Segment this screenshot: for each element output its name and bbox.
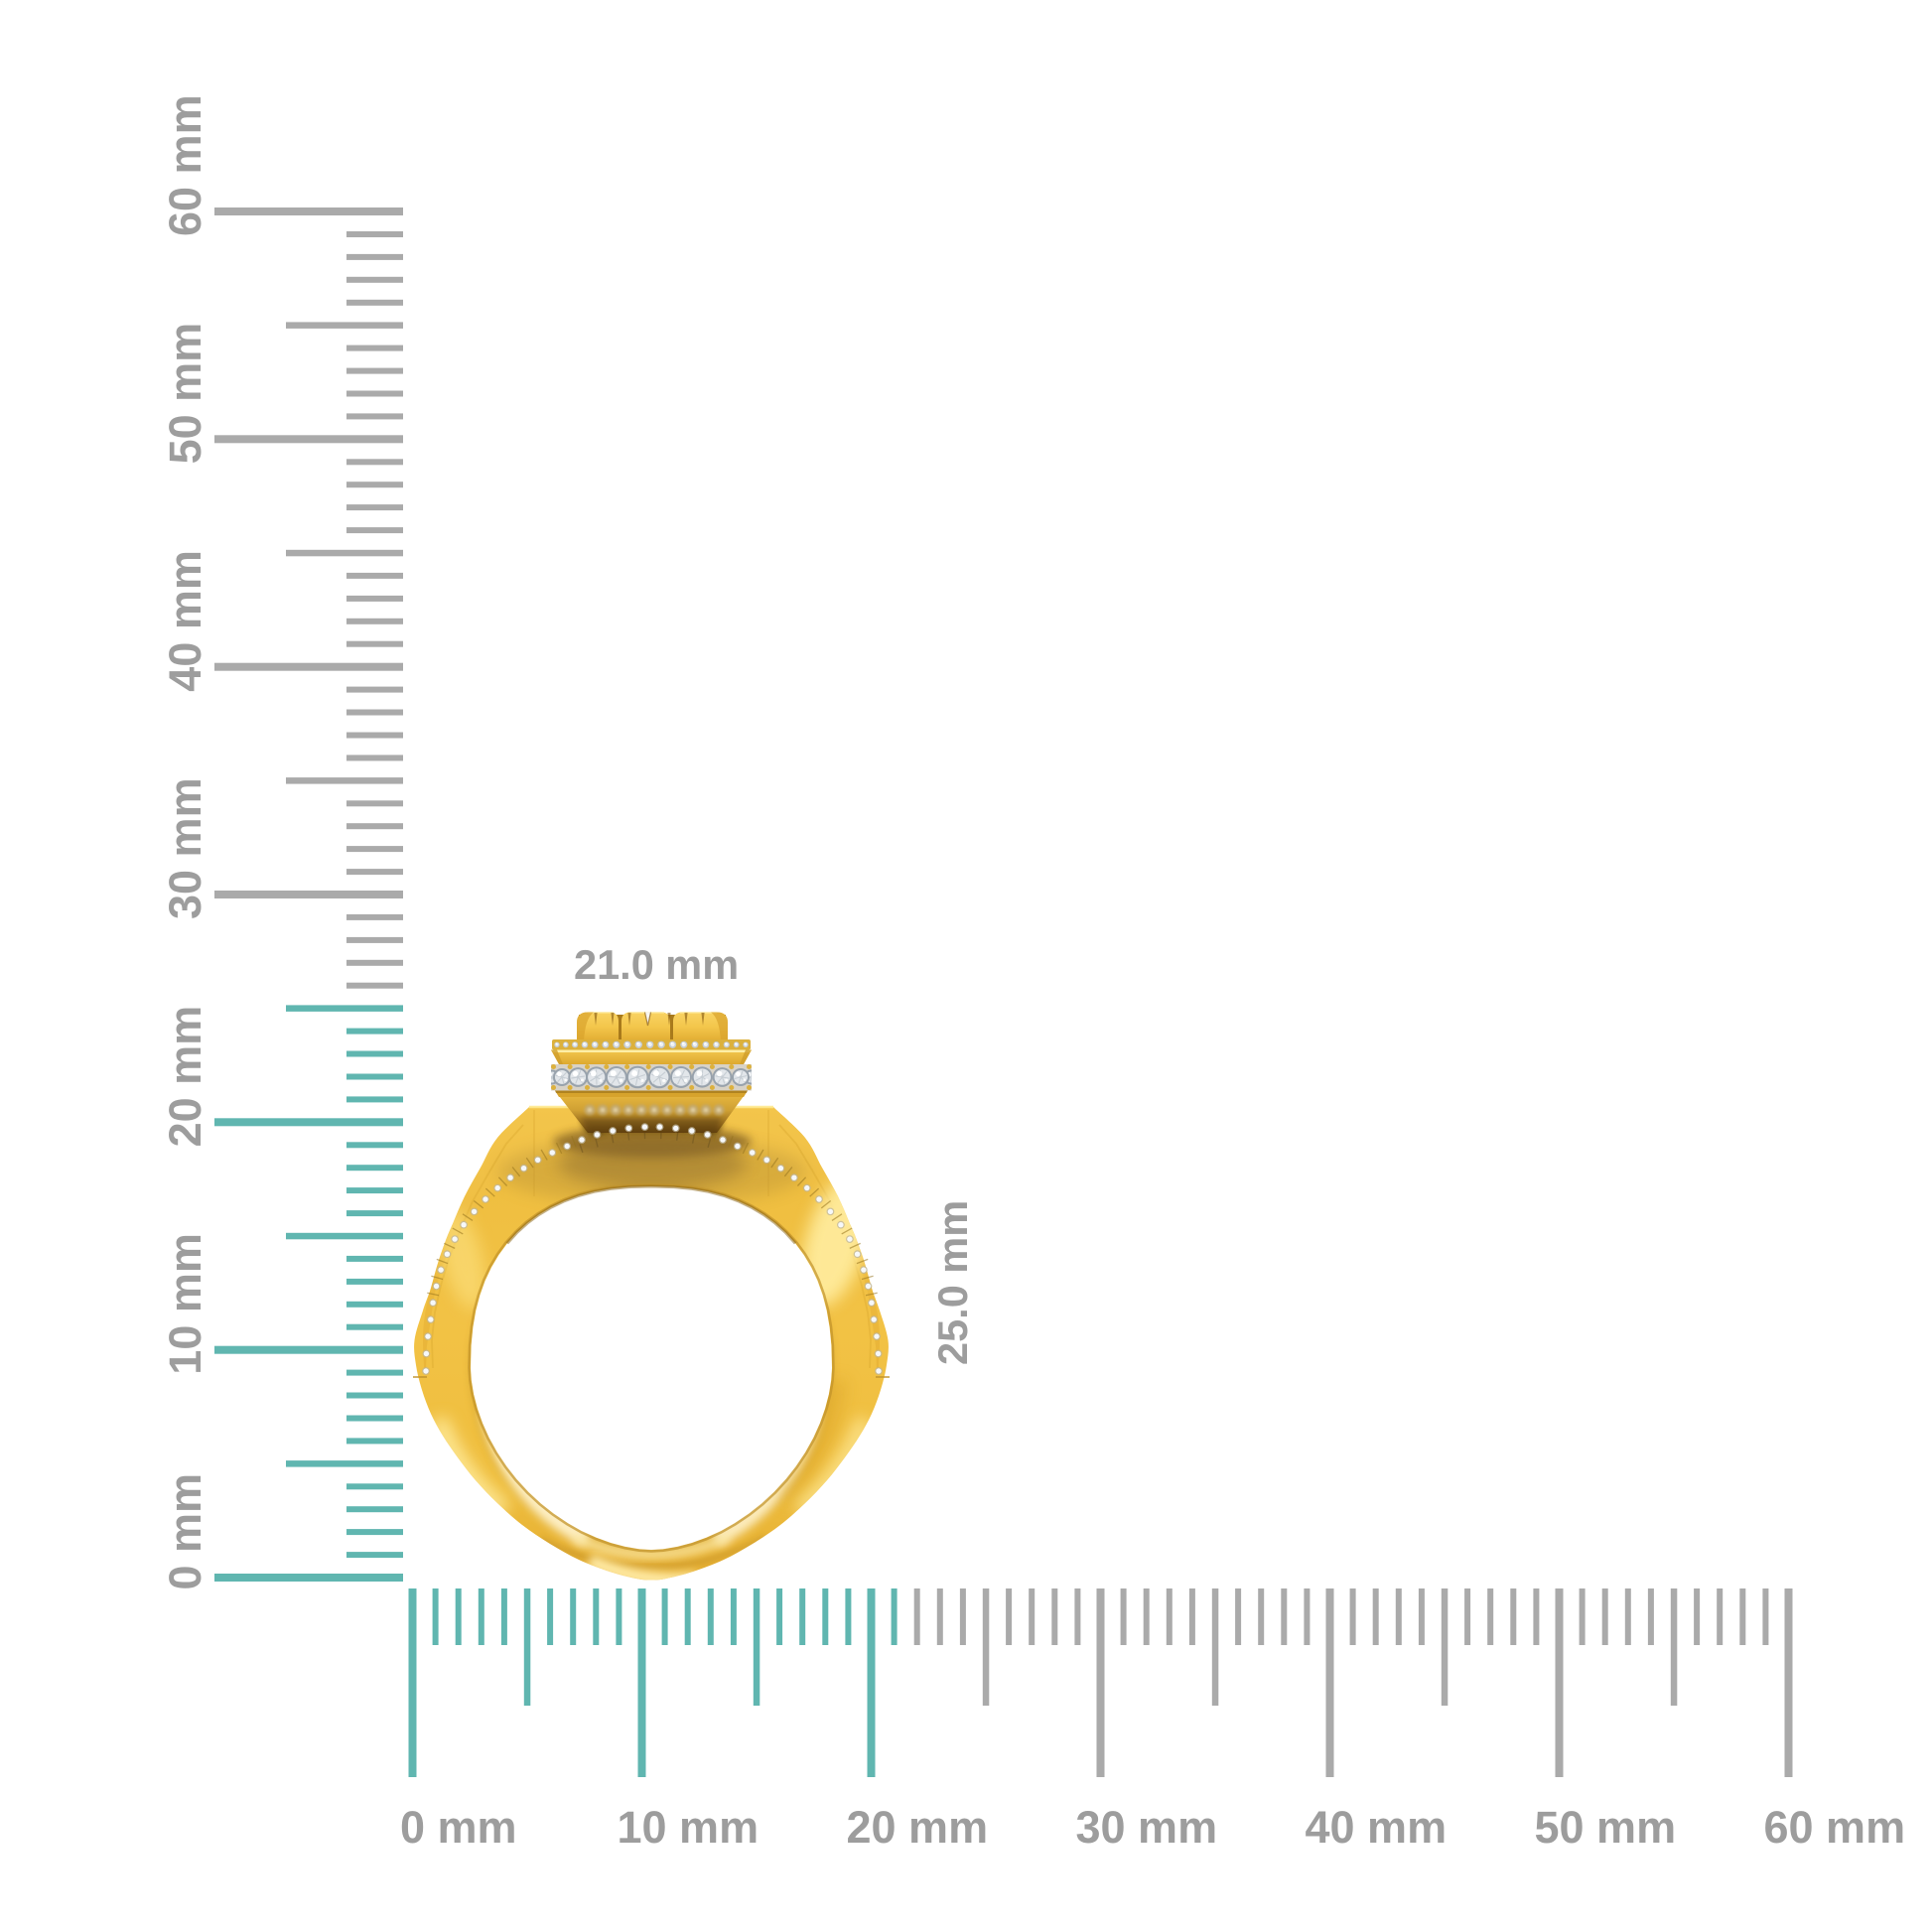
- svg-text:0 mm: 0 mm: [160, 1473, 210, 1590]
- svg-text:40 mm: 40 mm: [160, 550, 210, 692]
- svg-text:25.0 mm: 25.0 mm: [929, 1200, 976, 1365]
- svg-text:10 mm: 10 mm: [618, 1802, 759, 1853]
- svg-text:0 mm: 0 mm: [400, 1802, 517, 1853]
- svg-text:40 mm: 40 mm: [1306, 1802, 1448, 1853]
- svg-text:21.0 mm: 21.0 mm: [574, 941, 739, 988]
- svg-text:50 mm: 50 mm: [160, 323, 210, 465]
- svg-text:60 mm: 60 mm: [1764, 1802, 1906, 1853]
- svg-text:10 mm: 10 mm: [160, 1233, 210, 1375]
- svg-text:60 mm: 60 mm: [160, 94, 210, 236]
- svg-text:50 mm: 50 mm: [1535, 1802, 1677, 1853]
- svg-text:30 mm: 30 mm: [160, 777, 210, 919]
- svg-text:30 mm: 30 mm: [1076, 1802, 1218, 1853]
- svg-text:20 mm: 20 mm: [160, 1006, 210, 1148]
- svg-text:20 mm: 20 mm: [847, 1802, 989, 1853]
